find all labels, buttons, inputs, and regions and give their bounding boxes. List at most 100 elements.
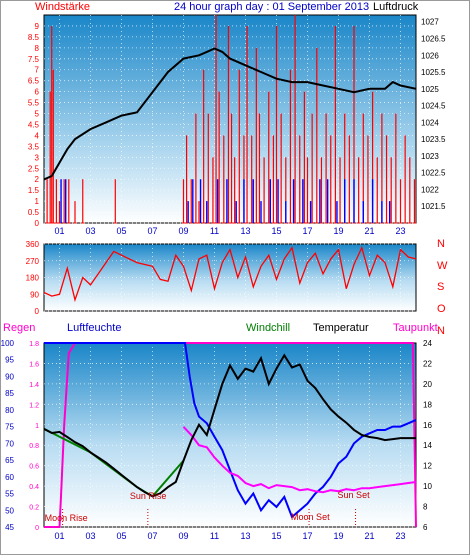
wind-tick-label: 5.5 bbox=[28, 99, 40, 108]
rain-tick-label: 0.6 bbox=[29, 464, 39, 471]
pressure-tick-label: 1027 bbox=[421, 18, 439, 27]
graph-title: 24 hour graph day : 01 September 2013 bbox=[174, 1, 369, 13]
wind-tick-label: 2.5 bbox=[28, 164, 40, 173]
pressure-axis-ticks: 1021.5 1022 1022.5 1023 1023.5 1024 1024.5 1025… bbox=[421, 18, 446, 212]
legend-dewpoint: Taupunkt bbox=[393, 322, 438, 334]
annotation-label: Moon Set bbox=[291, 512, 330, 522]
sun-moon-annotations: Moon Rise Sun Rise Moon Set Sun Set bbox=[45, 490, 370, 527]
direction-tick-label: 270 bbox=[26, 257, 40, 266]
wind-tick-label: 7 bbox=[35, 66, 40, 75]
gust-bars bbox=[60, 179, 391, 223]
compass-label: N bbox=[437, 238, 445, 250]
direction-tick-label: 180 bbox=[26, 274, 40, 283]
x-tick-label: 07 bbox=[147, 531, 157, 541]
legend-temperature: Temperatur bbox=[313, 322, 369, 334]
humidity-tick-label: 80 bbox=[5, 406, 14, 415]
pressure-tick-label: 1021.5 bbox=[421, 202, 446, 211]
x-tick-label: 01 bbox=[54, 531, 64, 541]
dewpoint-line bbox=[182, 426, 417, 494]
x-tick-label: 09 bbox=[178, 531, 188, 541]
humidity-axis-ticks: 45 50 55 60 65 70 75 80 85 90 95 100 bbox=[1, 339, 15, 532]
rain-tick-label: 0.4 bbox=[29, 484, 39, 491]
x-tick-label: 13 bbox=[240, 226, 250, 236]
temperature-tick-label: 18 bbox=[423, 400, 432, 409]
direction-tick-label: 90 bbox=[30, 290, 39, 299]
x-tick-label: 15 bbox=[271, 531, 281, 541]
wind-tick-label: 9 bbox=[35, 22, 40, 31]
wind-tick-label: 7.5 bbox=[28, 55, 40, 64]
temperature-tick-label: 12 bbox=[423, 462, 432, 471]
wind-speed-bars bbox=[45, 15, 416, 224]
wind-tick-label: 8 bbox=[35, 44, 40, 53]
x-tick-label: 07 bbox=[147, 226, 157, 236]
humidity-tick-label: 75 bbox=[5, 423, 14, 432]
pressure-title: Luftdruck bbox=[373, 1, 419, 13]
temperature-tick-label: 24 bbox=[423, 339, 432, 348]
wind-tick-label: 5 bbox=[35, 110, 40, 119]
legend-windchill: Windchill bbox=[246, 322, 290, 334]
temperature-line bbox=[43, 353, 416, 498]
wind-tick-label: 1 bbox=[35, 197, 40, 206]
pressure-tick-label: 1022 bbox=[421, 185, 439, 194]
rain-tick-label: 1.6 bbox=[29, 361, 39, 368]
humidity-tick-label: 60 bbox=[5, 473, 14, 482]
rain-tick-label: 0.2 bbox=[29, 505, 39, 512]
annotation-label: Sun Set bbox=[338, 490, 371, 500]
wind-tick-label: 3.5 bbox=[28, 142, 40, 151]
x-tick-label: 05 bbox=[116, 226, 126, 236]
x-tick-label: 19 bbox=[333, 531, 343, 541]
temperature-tick-label: 10 bbox=[423, 482, 432, 491]
wind-tick-label: 1.5 bbox=[28, 186, 40, 195]
x-tick-label: 17 bbox=[302, 226, 312, 236]
pressure-tick-label: 1024.5 bbox=[421, 102, 446, 111]
rain-axis-ticks: 0 0.2 0.4 0.6 0.8 1 1.2 1.4 1.6 1.8 bbox=[29, 341, 39, 532]
wind-tick-label: 2 bbox=[35, 175, 40, 184]
pressure-tick-label: 1025.5 bbox=[421, 68, 446, 77]
pressure-line bbox=[43, 47, 417, 181]
wind-direction-line bbox=[43, 245, 417, 303]
compass-label: O bbox=[437, 303, 446, 315]
pressure-tick-label: 1022.5 bbox=[421, 169, 446, 178]
wind-axis-ticks: 0 0.5 1 1.5 2 2.5 3 3.5 4 4.55 5.5 6 6.5 7 7.5 8 8.5 9 bbox=[28, 22, 40, 228]
wind-tick-label: 4 bbox=[35, 131, 40, 140]
legend-humidity: Luftfeuchte bbox=[67, 322, 121, 334]
panel-wind-direction bbox=[43, 243, 417, 312]
x-tick-label: 15 bbox=[271, 226, 281, 236]
rain-tick-label: 0.8 bbox=[29, 443, 39, 450]
x-tick-label: 01 bbox=[54, 226, 64, 236]
panel-1-x-ticks: 01 03 05 07 09 11 13 15 17 19 21 23 bbox=[54, 226, 405, 236]
temperature-tick-label: 16 bbox=[423, 421, 432, 430]
wind-tick-label: 4.5 bbox=[28, 120, 40, 129]
pressure-tick-label: 1026.5 bbox=[421, 34, 446, 43]
pressure-tick-label: 1025 bbox=[421, 85, 439, 94]
humidity-tick-label: 90 bbox=[5, 372, 14, 381]
compass-label: S bbox=[437, 281, 444, 293]
compass-label: N bbox=[437, 325, 445, 337]
wind-title: Windstärke bbox=[35, 1, 90, 13]
temperature-tick-label: 22 bbox=[423, 359, 432, 368]
x-tick-label: 17 bbox=[302, 531, 312, 541]
x-tick-label: 21 bbox=[364, 531, 374, 541]
x-tick-label: 23 bbox=[395, 226, 405, 236]
humidity-tick-label: 85 bbox=[5, 389, 14, 398]
legend-rain: Regen bbox=[3, 322, 35, 334]
pressure-tick-label: 1023.5 bbox=[421, 135, 446, 144]
temperature-tick-label: 14 bbox=[423, 441, 432, 450]
x-tick-label: 05 bbox=[116, 531, 126, 541]
panel-temperature-humidity bbox=[43, 342, 417, 528]
humidity-tick-label: 55 bbox=[5, 490, 14, 499]
direction-axis-ticks: 0 90 180 270 360 bbox=[26, 240, 40, 316]
panel-3-x-ticks: 01 03 05 07 09 11 13 15 17 19 21 23 bbox=[54, 531, 405, 541]
wind-tick-label: 3 bbox=[35, 153, 40, 162]
humidity-tick-label: 50 bbox=[5, 506, 14, 515]
pressure-tick-label: 1026 bbox=[421, 51, 439, 60]
humidity-tick-label: 65 bbox=[5, 456, 14, 465]
humidity-tick-label: 45 bbox=[5, 523, 14, 532]
pressure-tick-label: 1023 bbox=[421, 152, 439, 161]
compass-label: W bbox=[437, 260, 448, 272]
x-tick-label: 19 bbox=[333, 226, 343, 236]
x-tick-label: 23 bbox=[395, 531, 405, 541]
